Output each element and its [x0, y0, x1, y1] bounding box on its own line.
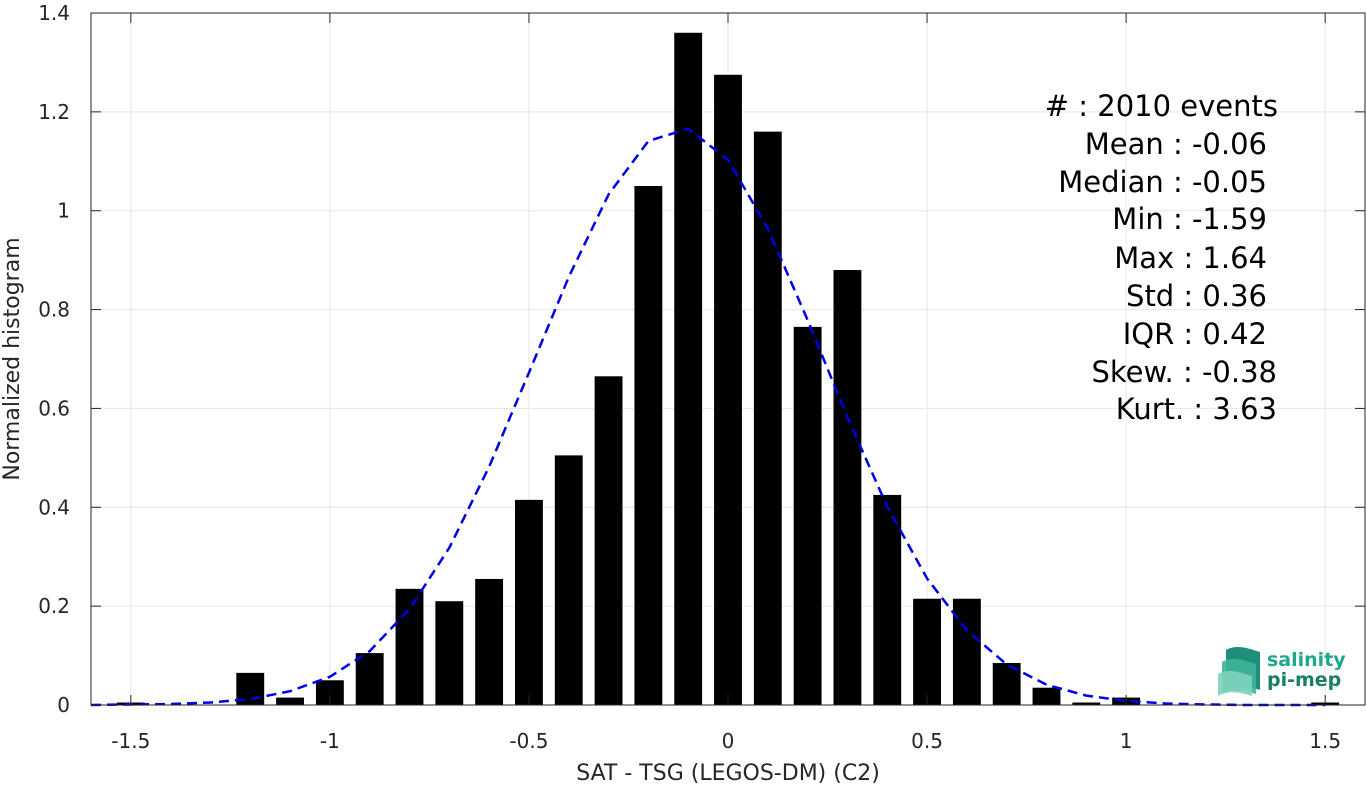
- histogram-bar: [913, 598, 941, 705]
- logo-text-pi-mep: pi-mep: [1267, 669, 1341, 691]
- x-tick-label: -1: [320, 729, 340, 753]
- y-tick-label: 1.4: [38, 1, 70, 25]
- y-axis-label: Normalized histogram: [0, 237, 25, 480]
- y-tick-label: 1: [57, 199, 70, 223]
- x-axis-ticks: -1.5 -1 -0.5 0 0.5 1 1.5: [111, 13, 1341, 753]
- histogram-bar: [674, 32, 703, 706]
- logo-text-salinity: salinity: [1267, 649, 1346, 671]
- stat-skew: Skew. : -0.38: [1091, 355, 1277, 389]
- x-tick-label: -0.5: [509, 729, 548, 753]
- y-tick-label: 0.4: [38, 495, 70, 519]
- histogram-bar: [833, 270, 862, 705]
- histogram-bar: [276, 697, 304, 705]
- stat-iqr: IQR : 0.42: [1123, 317, 1267, 351]
- stat-min: Min : -1.59: [1112, 202, 1267, 236]
- histogram-bar: [594, 376, 623, 705]
- histogram-bar: [435, 601, 464, 705]
- wave-logo-icon: [1218, 646, 1260, 696]
- y-tick-label: 0: [57, 693, 70, 717]
- x-tick-label: -1.5: [111, 729, 150, 753]
- x-tick-label: 1: [1120, 729, 1133, 753]
- histogram-bar: [793, 326, 822, 705]
- histogram-bars: [116, 32, 1340, 706]
- x-tick-label: 0: [722, 729, 735, 753]
- y-tick-label: 0.8: [38, 298, 70, 322]
- y-axis-ticks: 0 0.2 0.4 0.6 0.8 1 1.2 1.4: [38, 1, 1365, 717]
- histogram-bar: [714, 74, 742, 706]
- histogram-bar: [395, 588, 424, 705]
- gaussian-fit-line: [90, 127, 1326, 707]
- x-tick-label: 1.5: [1309, 729, 1341, 753]
- histogram-bar: [515, 499, 543, 705]
- salinity-pi-mep-logo: salinity pi-mep: [1218, 646, 1346, 696]
- histogram-bar: [873, 494, 902, 705]
- histogram-bar: [634, 186, 663, 705]
- histogram-bar: [1032, 687, 1061, 705]
- stat-kurt: Kurt. : 3.63: [1116, 392, 1277, 426]
- histogram-bar: [1072, 702, 1101, 705]
- stat-mean: Mean : -0.06: [1085, 127, 1267, 161]
- statistics-box: # : 2010 events Mean : -0.06 Median : -0…: [1045, 89, 1278, 426]
- y-tick-label: 0.6: [38, 396, 70, 420]
- histogram-bar: [475, 578, 504, 705]
- histogram-bar: [355, 653, 384, 705]
- stat-max: Max : 1.64: [1114, 241, 1267, 275]
- histogram-bar: [952, 598, 981, 705]
- x-tick-label: 0.5: [911, 729, 943, 753]
- y-tick-label: 1.2: [38, 100, 70, 124]
- y-tick-label: 0.2: [38, 594, 70, 618]
- histogram-bar: [753, 131, 782, 706]
- stat-count: # : 2010 events: [1045, 89, 1278, 123]
- histogram-bar: [554, 455, 583, 705]
- stat-std: Std : 0.36: [1126, 279, 1267, 313]
- stat-median: Median : -0.05: [1058, 165, 1267, 199]
- x-axis-label: SAT - TSG (LEGOS-DM) (C2): [576, 761, 880, 785]
- gaussian-fit: [90, 127, 1326, 707]
